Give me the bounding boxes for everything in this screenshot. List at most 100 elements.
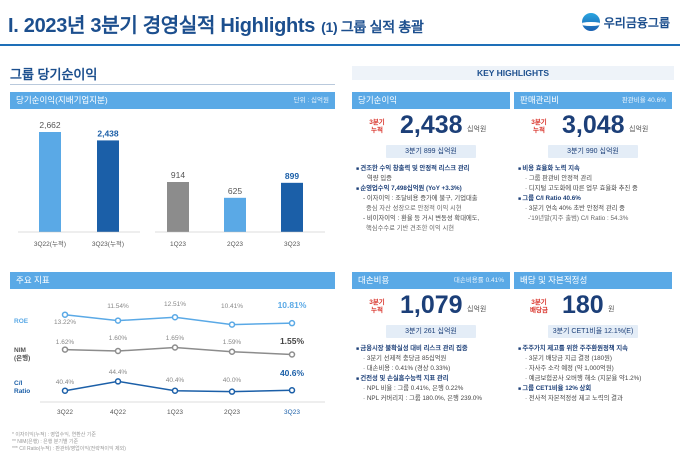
card-title: 배당 및 자본적정성	[520, 275, 588, 285]
card-value-unit: 십억원	[467, 126, 487, 133]
bar-value-label: 2,438	[97, 128, 119, 138]
card-value-unit: 십억원	[629, 126, 649, 133]
card-value: 2,438	[400, 111, 463, 139]
kpi-point	[171, 344, 179, 351]
kpi-series-name: ROE	[14, 318, 29, 325]
bar-chart-unit: 단위 : 십억원	[293, 97, 329, 104]
card-subvalue: 3분기 899 십억원	[386, 145, 476, 158]
card-value-row: 3분기 누적 2,438 십억원	[352, 109, 510, 145]
bar-chart-header: 당기순이익(지배기업지분) 단위 : 십억원	[10, 92, 335, 109]
kpi-point	[228, 388, 236, 395]
footnote: ** NIM(은행) : 은행 분기별 기준	[12, 439, 79, 445]
kpi-value-label: 40.0%	[223, 377, 242, 384]
card-bullet: 그룹 판관비 안정적 관리	[518, 174, 672, 184]
card-bullet: 3분기 선제적 충당금 85십억원	[356, 354, 510, 364]
bar	[97, 140, 119, 232]
kpi-series-name: NIM	[14, 347, 26, 354]
card-bullet: 자사주 소각 예정 (약 1,000억원)	[518, 364, 672, 374]
card-subvalue: 3분기 CET1비율 12.1%(E)	[548, 325, 638, 338]
kpi-point	[114, 347, 122, 355]
logo-icon	[581, 13, 600, 31]
card-bullet: 예금보험공사 오버행 해소 (지분율 약1.2%)	[518, 374, 672, 384]
kpi-series-line	[64, 346, 293, 356]
bar-chart-title: 당기순이익(지배기업지분)	[16, 95, 108, 105]
kpi-point	[114, 378, 122, 385]
footnote: *** C/I Ratio(누적) : 판관비/영업이익(전략적이익 제외)	[12, 446, 126, 452]
bar-value-label: 899	[285, 171, 299, 181]
card-value-unit: 원	[608, 306, 615, 313]
card-header: 당기순이익	[352, 92, 510, 109]
page-title: I. 2023년 3분기 경영실적 Highlights (1) 그룹 실적 총괄	[8, 15, 424, 37]
card-sga-expense: 판매관리비 판관비율 40.6% 3분기 누적 3,048 십억원 3분기 990 십억원…	[514, 92, 672, 224]
card-subvalue: 3분기 261 십억원	[386, 325, 476, 338]
kpi-point	[228, 348, 236, 355]
card-title: 판매관리비	[520, 95, 560, 105]
bar-value-label: 2,662	[39, 120, 61, 130]
card-net-income: 당기순이익 3분기 누적 2,438 십억원 3분기 899 십억원견조한 수익 창출력…	[352, 92, 510, 234]
card-bullet: 역량 입증	[367, 175, 392, 182]
page-subtitle: (1) 그룹 실적 총괄	[321, 19, 424, 35]
kpi-category-label: 1Q23	[167, 409, 183, 416]
kpi-value-label: 1.59%	[223, 339, 242, 346]
card-header: 판매관리비 판관비율 40.6%	[514, 92, 672, 109]
card-value-label: 3분기 누적	[369, 299, 385, 314]
card-bullet: 전사적 자본적정성 제고 노력의 결과	[518, 394, 672, 404]
kpi-category-label: 3Q23	[284, 409, 300, 416]
card-bullet: 그룹 CET1비율 12% 상회	[518, 384, 672, 394]
net-income-bar-chart: 2,662 3Q22(누적) 2,438 3Q23(누적) 914 1Q23 625 2Q23…	[18, 120, 325, 248]
kpi-series-name: (은행)	[14, 353, 30, 362]
kpi-value-label: 40.6%	[280, 368, 305, 378]
kpi-value-label: 44.4%	[109, 369, 128, 376]
card-bullet: 비이자이익 : 환율 등 거시 변동성 확대에도,	[356, 214, 510, 224]
kpi-value-label: 1.65%	[166, 335, 185, 342]
company-logo: 우리금융그룹	[581, 13, 670, 31]
bar	[167, 182, 189, 232]
card-credit-cost: 대손비용 대손비용률 0.41% 3분기 누적 1,079 십억원 3분기 261 십억원…	[352, 272, 510, 404]
kpi-value-label: 1.60%	[109, 335, 128, 342]
bar-category-label: 3Q22(누적)	[34, 240, 66, 248]
kpi-category-label: 4Q22	[110, 409, 126, 416]
card-header: 대손비용 대손비용률 0.41%	[352, 272, 510, 289]
bar	[39, 132, 61, 232]
key-highlights-title: KEY HIGHLIGHTS	[352, 66, 674, 80]
card-subvalue: 3분기 990 십억원	[548, 145, 638, 158]
card-bullet: 대손비용 : 0.41% (경상 0.33%)	[356, 364, 510, 374]
kpi-point	[228, 321, 236, 328]
kpi-point	[61, 311, 69, 318]
footnote: * 이자이익(누적) : 영업수익, 연환산 기준	[12, 432, 97, 438]
kpi-point	[288, 319, 296, 327]
card-value-label: 3분기 누적	[369, 119, 385, 134]
kpi-category-label: 2Q23	[224, 409, 240, 416]
card-bullet: -'19년말(지주 출범) C/I Ratio : 54.3%	[528, 215, 629, 222]
kpi-category-label: 3Q22	[57, 409, 73, 416]
kpi-value-label: 12.51%	[164, 301, 186, 308]
kpi-value-label: 10.41%	[221, 303, 243, 310]
card-bullet-list: 비용 효율화 노력 지속그룹 판관비 안정적 관리디지털 고도화에 따른 업무 …	[514, 164, 672, 224]
card-bullet: 주주가치 제고를 위한 주주환원정책 지속	[518, 344, 672, 354]
card-bullet-list: 주주가치 제고를 위한 주주환원정책 지속3분기 배당금 지급 결정 (180원…	[514, 344, 672, 404]
bar-category-label: 2Q23	[227, 241, 243, 248]
kpi-point	[171, 387, 179, 394]
bar-category-label: 3Q23	[284, 241, 300, 248]
kpi-value-label: 11.54%	[107, 303, 129, 310]
card-bullet: 이자이익 : 조달비용 증가에 불구, 기업대출	[356, 194, 510, 204]
kpi-point	[61, 346, 69, 353]
card-value: 3,048	[562, 111, 625, 139]
kpi-series-name: Ratio	[14, 388, 30, 395]
kpi-value-label: 10.81%	[278, 300, 307, 310]
card-value: 1,079	[400, 291, 463, 319]
card-value-row: 3분기 배당금 180 원	[514, 289, 672, 325]
kpi-value-label: 1.55%	[280, 336, 305, 346]
card-bullet: 3분기 연속 40% 초반 안정적 관리 중	[518, 204, 672, 214]
card-value-unit: 십억원	[467, 306, 487, 313]
card-header-extra: 대손비용률 0.41%	[453, 277, 504, 284]
card-value: 180	[562, 291, 604, 319]
kpi-point	[288, 387, 296, 394]
kpi-series-line	[64, 313, 293, 326]
kpi-point	[61, 387, 69, 394]
card-bullet: 견조한 수익 창출력 및 안정적 리스크 관리	[356, 164, 510, 174]
kpi-point	[171, 313, 179, 321]
kpi-chart-title: 주요 지표	[16, 275, 50, 285]
section-divider	[10, 84, 335, 85]
card-bullet: 디지털 고도화에 따른 업무 효율화 추진 중	[518, 184, 672, 194]
